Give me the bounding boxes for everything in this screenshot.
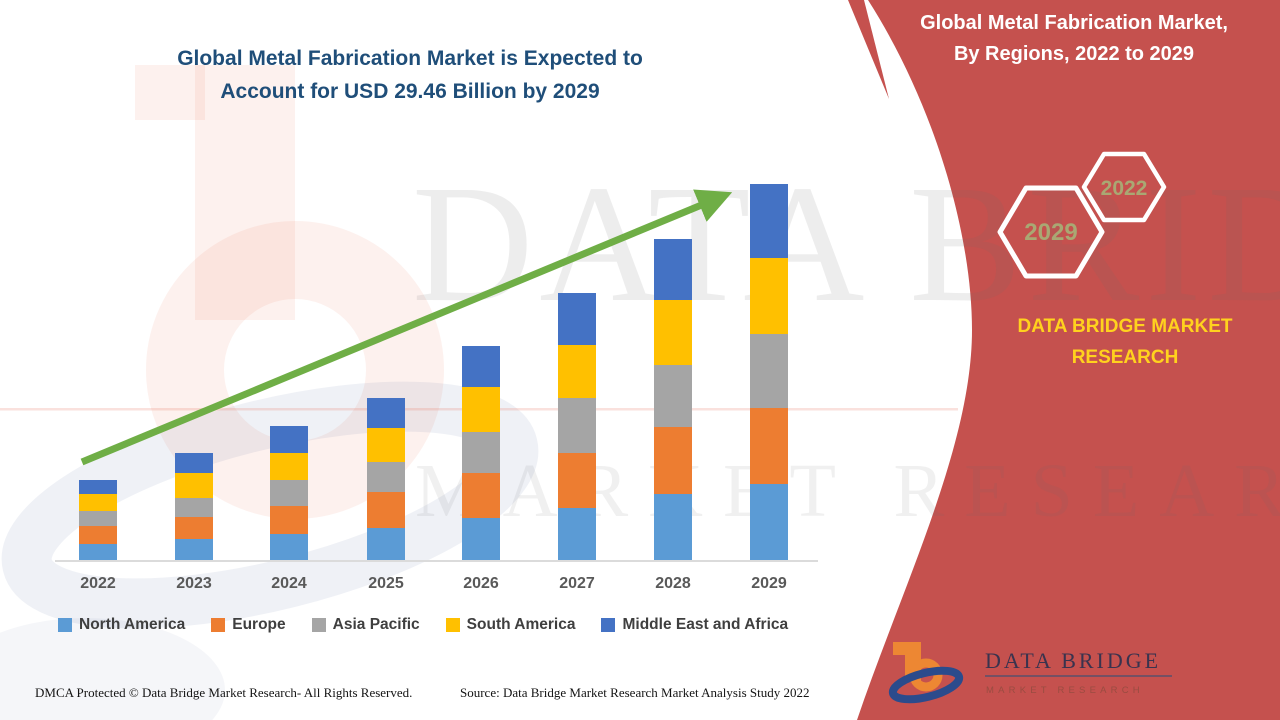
bar-segment-2026-asia-pacific [462, 432, 500, 473]
chart-title-line1: Global Metal Fabrication Market is Expec… [177, 47, 643, 70]
chart-legend: North America Europe Asia Pacific South Ame… [58, 616, 788, 634]
legend-item-south-america: South America [445, 616, 576, 634]
legend-label-south-america: South America [466, 616, 576, 633]
hexagon-2022-outline [1081, 151, 1167, 223]
bar-segment-2026-south-america [462, 387, 500, 432]
bar-segment-2029-asia-pacific [750, 334, 788, 408]
bar-segment-2024-north-america [270, 534, 308, 560]
bar-segment-2027-europe [558, 453, 596, 508]
footer-logo-title: DATA BRIDGE [985, 648, 1161, 673]
brand-name-text: DATA BRIDGE MARKET RESEARCH [1017, 316, 1233, 368]
stacked-bar-2028 [654, 239, 692, 560]
stacked-bar-2025 [367, 398, 405, 560]
bar-segment-2029-south-america [750, 258, 788, 334]
bar-segment-2024-asia-pacific [270, 480, 308, 506]
bar-segment-2023-north-america [175, 539, 213, 560]
bar-segment-2027-south-america [558, 345, 596, 398]
bar-segment-2025-south-america [367, 428, 405, 462]
bar-segment-2028-middle-east-and-africa [654, 239, 692, 300]
bar-segment-2026-middle-east-and-africa [462, 346, 500, 387]
stacked-bar-2027 [558, 293, 596, 560]
bar-segment-2022-south-america [79, 494, 117, 511]
stacked-bar-2026 [462, 346, 500, 560]
bar-segment-2022-asia-pacific [79, 511, 117, 526]
bar-segment-2027-asia-pacific [558, 398, 596, 453]
x-axis-label-2023: 2023 [176, 575, 212, 592]
legend-label-middle-east-and-africa: Middle East and Africa [622, 616, 789, 633]
bar-segment-2023-middle-east-and-africa [175, 453, 213, 473]
legend-item-asia-pacific: Asia Pacific [311, 616, 420, 634]
bar-segment-2024-middle-east-and-africa [270, 426, 308, 453]
legend-item-north-america: North America [58, 616, 185, 634]
footer-logo: DATA BRIDGE MARKET RESEARCH [888, 642, 1172, 704]
bar-segment-2025-north-america [367, 528, 405, 560]
chart-title-line2: Account for USD 29.46 Billion by 2029 [220, 80, 600, 103]
bar-segment-2028-europe [654, 427, 692, 494]
bar-segment-2023-europe [175, 517, 213, 539]
bar-segment-2023-south-america [175, 473, 213, 498]
stacked-bar-2024 [270, 426, 308, 560]
bar-segment-2025-europe [367, 492, 405, 528]
hexagon-2029-outline [997, 185, 1105, 279]
footer-source-text: Source: Data Bridge Market Research Mark… [460, 685, 810, 700]
bar-segment-2028-north-america [654, 494, 692, 560]
bar-segment-2025-asia-pacific [367, 462, 405, 492]
x-axis-label-2027: 2027 [559, 575, 595, 592]
bar-segment-2029-middle-east-and-africa [750, 184, 788, 258]
bar-segment-2025-middle-east-and-africa [367, 398, 405, 428]
hexagon-2022-year: 2022 [1101, 177, 1148, 200]
bar-segment-2029-north-america [750, 484, 788, 560]
legend-label-asia-pacific: Asia Pacific [332, 616, 420, 633]
legend-swatch-middle-east-and-africa [601, 618, 616, 632]
x-axis-label-2022: 2022 [80, 575, 116, 592]
stacked-bar-2022 [79, 480, 117, 560]
x-axis-label-2029: 2029 [751, 575, 787, 592]
data-bridge-logo-mark [888, 642, 964, 704]
stacked-bar-2023 [175, 453, 213, 560]
legend-item-middle-east-and-africa: Middle East and Africa [601, 616, 788, 634]
bar-segment-2028-south-america [654, 300, 692, 365]
bar-segment-2029-europe [750, 408, 788, 484]
bar-segment-2026-europe [462, 473, 500, 518]
x-axis-line [55, 560, 818, 562]
legend-swatch-asia-pacific [311, 618, 326, 632]
x-axis-label-2026: 2026 [463, 575, 499, 592]
bar-segment-2027-north-america [558, 508, 596, 560]
bar-segment-2022-middle-east-and-africa [79, 480, 117, 494]
hexagon-2029-year: 2029 [1024, 219, 1077, 246]
right-panel-title: Global Metal Fabrication Market, By Regi… [878, 8, 1270, 70]
legend-swatch-south-america [445, 618, 460, 632]
stacked-bar-2029 [750, 184, 788, 560]
legend-swatch-north-america [58, 618, 72, 632]
bar-segment-2027-middle-east-and-africa [558, 293, 596, 345]
x-axis-label-2025: 2025 [368, 575, 404, 592]
legend-label-north-america: North America [79, 616, 186, 633]
bar-segment-2024-south-america [270, 453, 308, 480]
x-axis-label-2024: 2024 [271, 575, 307, 592]
right-panel-title-line1: Global Metal Fabrication Market, [920, 12, 1228, 34]
bar-segment-2026-north-america [462, 518, 500, 560]
legend-item-europe: Europe [211, 616, 286, 634]
footer-logo-subtitle: MARKET RESEARCH [986, 685, 1144, 696]
bar-segment-2023-asia-pacific [175, 498, 213, 517]
footer-dmca-text: DMCA Protected © Data Bridge Market Rese… [35, 685, 413, 700]
right-panel-title-line2: By Regions, 2022 to 2029 [953, 43, 1195, 65]
chart-title: Global Metal Fabrication Market is Expec… [100, 42, 720, 108]
bar-segment-2028-asia-pacific [654, 365, 692, 427]
x-axis-label-2028: 2028 [655, 575, 691, 592]
legend-swatch-europe [211, 618, 226, 632]
bar-segment-2024-europe [270, 506, 308, 534]
bar-segment-2022-north-america [79, 544, 117, 560]
legend-label-europe: Europe [232, 616, 286, 633]
bar-segment-2022-europe [79, 526, 117, 544]
